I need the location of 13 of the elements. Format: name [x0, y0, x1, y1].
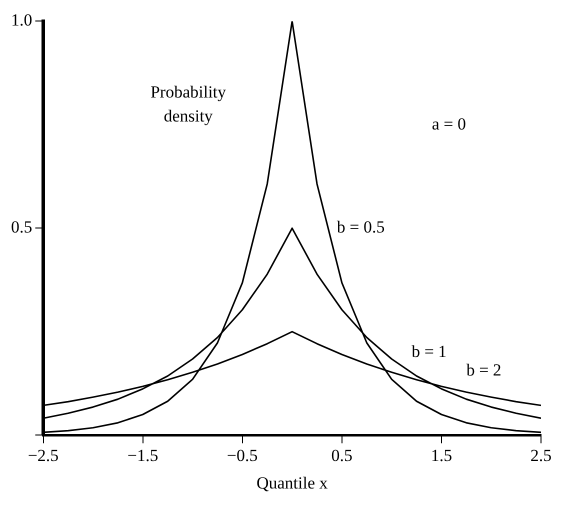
- x-tick-label: 0.5: [331, 446, 353, 465]
- x-tick-label: 2.5: [530, 446, 552, 465]
- x-tick-label: −2.5: [28, 446, 59, 465]
- annotation: a = 0: [432, 114, 466, 134]
- series-label: b = 2: [466, 360, 502, 380]
- y-tick-label: 1.0: [11, 10, 32, 30]
- x-tick-label: −0.5: [226, 446, 258, 465]
- x-axis-title: Quantile x: [256, 473, 328, 492]
- x-tick-label: −1.5: [127, 446, 158, 465]
- series-label: b = 0.5: [336, 218, 385, 237]
- series-label: b = 1: [412, 342, 447, 361]
- x-tick-label: 1.5: [430, 446, 452, 465]
- y-axis-title: Probability density: [150, 82, 227, 126]
